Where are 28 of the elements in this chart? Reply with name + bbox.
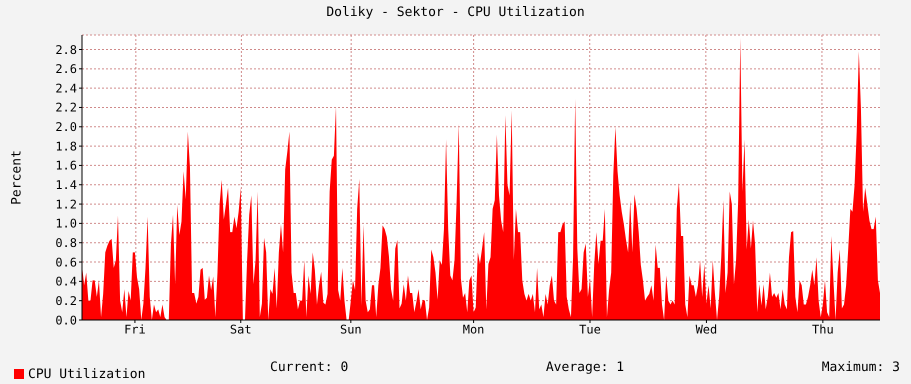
text: Average: 1 (546, 360, 624, 375)
legend-label: CPU Utilization (28, 367, 146, 382)
y-axis-title: Percent (10, 150, 25, 205)
y-tick-label: 2.2 (55, 100, 77, 115)
y-tick-label: 2.6 (55, 62, 77, 76)
text: Current: 0 (270, 360, 348, 375)
y-tick-label: 1.0 (55, 216, 77, 231)
x-tick-label: Wed (696, 322, 718, 337)
x-tick-label: Mon (462, 322, 484, 337)
y-tick-label: 1.8 (55, 139, 77, 154)
x-tick-label: Sat (230, 322, 252, 337)
y-tick-label: 1.2 (55, 197, 77, 212)
y-tick-label: 2.8 (55, 42, 77, 57)
y-tick-label: 2.4 (55, 81, 77, 96)
y-tick-label: 0.4 (55, 274, 77, 289)
x-tick-label: Sun (340, 322, 362, 337)
x-tick-label: Thu (812, 322, 834, 337)
text: Maximum: 3 (822, 360, 900, 375)
x-tick-label: Tue (579, 322, 601, 337)
y-tick-label: 1.4 (55, 178, 77, 192)
y-tick-label: 0.6 (55, 255, 77, 270)
y-tick-label: 2.0 (55, 120, 77, 134)
chart-title: Doliky - Sektor - CPU Utilization (325, 5, 586, 20)
y-tick-label: 0.8 (55, 236, 77, 250)
y-tick-label: 0.0 (55, 313, 77, 328)
x-tick-label: Fri (124, 322, 146, 337)
y-tick-label: 0.2 (55, 294, 77, 308)
y-tick-label: 1.6 (55, 158, 77, 173)
